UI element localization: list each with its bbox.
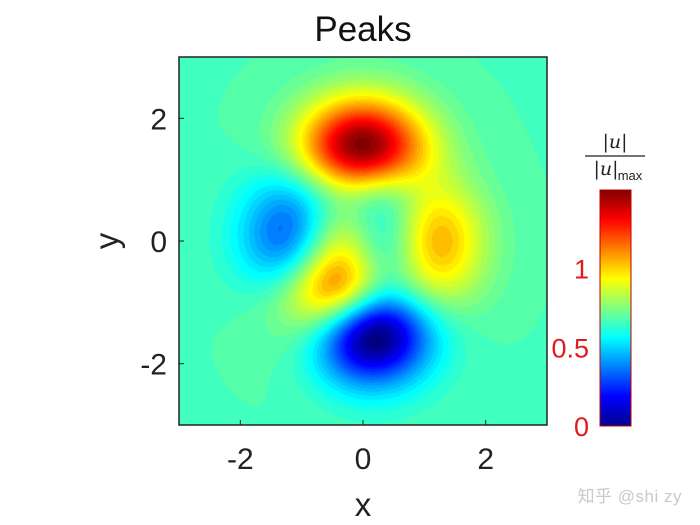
- x-axis-label: x: [355, 486, 372, 523]
- chart-title: Peaks: [314, 10, 411, 49]
- watermark: 知乎 @shi zy: [577, 487, 682, 506]
- colorbar-label-denominator: |u|: [593, 158, 618, 180]
- heatmap-canvas: [179, 57, 547, 425]
- y-tick-label: 0: [150, 226, 167, 259]
- y-axis-ticks: -2 0 2: [140, 103, 184, 382]
- x-tick-label: 2: [477, 443, 494, 476]
- colorbar-tick-label: 0: [574, 412, 589, 442]
- colorbar-label-subscript: max: [618, 168, 643, 183]
- x-tick-label: -2: [227, 443, 254, 476]
- x-tick-label: 0: [355, 443, 372, 476]
- colorbar-ticks: 00.51: [551, 255, 589, 442]
- colorbar-label: |u| |u| max: [585, 131, 645, 183]
- x-axis-ticks: -2 0 2: [227, 420, 494, 476]
- colorbar-label-numerator: |u|: [602, 131, 627, 153]
- colorbar: [599, 189, 632, 427]
- colorbar-tick-label: 1: [574, 255, 589, 285]
- y-axis-label: y: [88, 232, 125, 249]
- y-tick-label: -2: [140, 349, 167, 382]
- colorbar-tick-label: 0.5: [551, 333, 589, 363]
- y-tick-label: 2: [150, 103, 167, 136]
